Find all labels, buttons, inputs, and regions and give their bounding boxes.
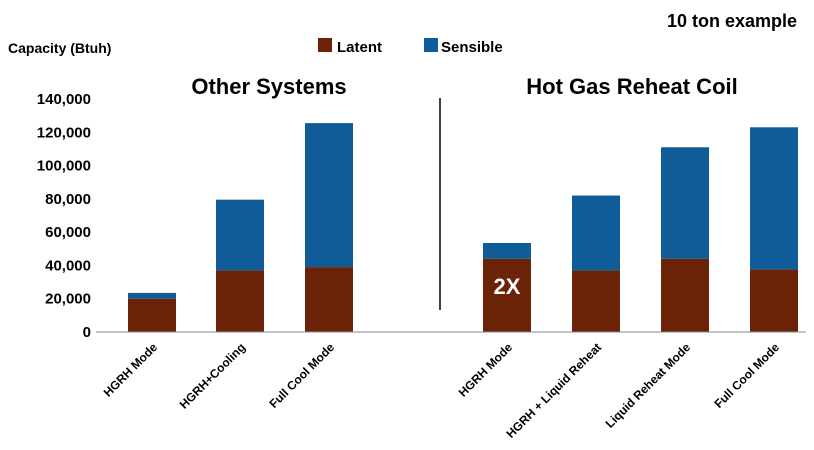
- x-tick-label: Liquid Reheat Mode: [603, 340, 694, 431]
- y-tick-label: 140,000: [37, 91, 91, 108]
- x-tick-label: HGRH+Cooling: [177, 340, 248, 411]
- chart-subtitle: 10 ton example: [667, 11, 797, 31]
- y-tick-label: 20,000: [45, 291, 91, 308]
- bar-latent: [750, 269, 798, 332]
- y-axis-ticks: 0 20,000 40,000 60,000 80,000 100,000 120,000 1…: [37, 91, 91, 341]
- x-tick-label: HGRH + Liquid Reheat: [503, 340, 604, 441]
- annotations: 2X: [494, 274, 521, 299]
- bar-sensible: [305, 123, 353, 268]
- bar-latent: [572, 270, 620, 332]
- y-tick-label: 100,000: [37, 158, 91, 175]
- bar-sensible: [216, 199, 264, 271]
- bar-latent: [483, 258, 531, 332]
- x-axis-labels: HGRH Mode HGRH+Cooling Full Cool Mode HGRH …: [101, 340, 783, 441]
- bar-sensible: [572, 195, 620, 271]
- legend-label-latent: Latent: [337, 39, 382, 56]
- bar-latent: [128, 298, 176, 332]
- bar-sensible: [750, 127, 798, 270]
- x-tick-label: HGRH Mode: [101, 340, 161, 400]
- bar-latent: [661, 258, 709, 332]
- legend: Latent Sensible: [318, 38, 503, 56]
- y-tick-label: 40,000: [45, 257, 91, 274]
- bar-latent: [216, 270, 264, 332]
- y-tick-label: 80,000: [45, 191, 91, 208]
- legend-swatch-latent: [318, 38, 332, 52]
- y-tick-label: 0: [83, 324, 91, 341]
- bar-sensible: [128, 292, 176, 299]
- annotation-label: 2X: [494, 274, 521, 299]
- x-tick-label: HGRH Mode: [456, 340, 516, 400]
- bar-sensible: [483, 242, 531, 259]
- x-tick-label: Full Cool Mode: [711, 340, 782, 411]
- group-title-other-systems: Other Systems: [191, 74, 346, 99]
- y-tick-label: 60,000: [45, 224, 91, 241]
- group-title-hot-gas-reheat-coil: Hot Gas Reheat Coil: [526, 74, 737, 99]
- y-axis-label: Capacity (Btuh): [8, 40, 111, 56]
- y-tick-label: 120,000: [37, 124, 91, 141]
- bar-sensible: [661, 147, 709, 259]
- bar-latent: [305, 267, 353, 332]
- legend-swatch-sensible: [424, 38, 438, 52]
- bars: [128, 123, 798, 332]
- x-tick-label: Full Cool Mode: [266, 340, 337, 411]
- legend-label-sensible: Sensible: [441, 39, 503, 56]
